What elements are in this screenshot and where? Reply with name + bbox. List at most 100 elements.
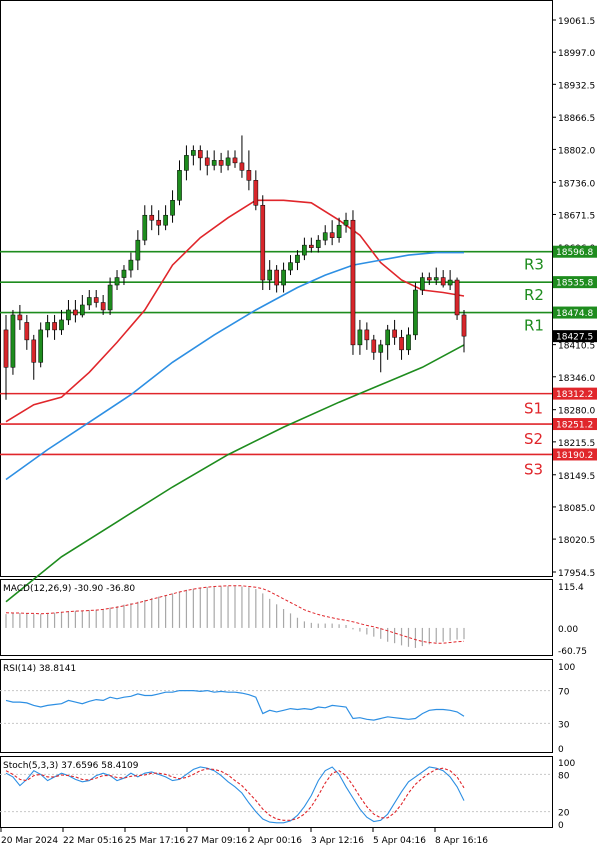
rsi-label: RSI(14) 38.8141 (3, 664, 76, 674)
candle-up (114, 277, 120, 286)
candle-up (225, 157, 231, 166)
rsi-panel (0, 659, 553, 753)
level-name-s1: S1 (524, 400, 543, 418)
candle-down (93, 297, 99, 303)
candle-up (66, 309, 71, 321)
time-tick-label: 27 Mar 09:16 (187, 836, 247, 846)
candle-down (364, 329, 370, 341)
candle-up (128, 259, 134, 271)
macd-signal-line (5, 585, 465, 644)
level-name-r1: R1 (524, 317, 544, 335)
price-tick-label: 17954.5 (558, 569, 595, 579)
stoch-tick-label: 100 (558, 759, 575, 769)
candle-down (52, 322, 57, 331)
price-tick-label: 18671.5 (558, 211, 595, 221)
series-line-ma-blue (5, 251, 464, 481)
rsi-tick-label: 0 (558, 745, 564, 755)
time-tick-label: 2 Apr 00:16 (249, 836, 302, 846)
price-tick-label: 18802.0 (558, 146, 595, 156)
stoch-label: Stoch(5,3,3) 37.6596 58.4109 (3, 761, 139, 771)
candle-up (107, 284, 113, 311)
candle-down (204, 157, 210, 166)
stoch-tick-label: 80 (558, 771, 570, 781)
candle-down (371, 339, 377, 353)
candle-up (378, 344, 384, 353)
current-price-label: 18427.5 (556, 333, 593, 343)
candle-up (302, 244, 307, 256)
candle-up (59, 319, 64, 331)
price-plot: R3 R2 R1 S1 S2 S3 (0, 135, 552, 603)
candle-up (86, 297, 92, 306)
time-tick-label: 5 Apr 04:16 (373, 836, 426, 846)
current-price-box (553, 330, 597, 343)
level-name-s3: S3 (524, 460, 543, 478)
stoch-plot: Stoch(5,3,3) 37.6596 58.4109 100 80 20 0 (0, 759, 575, 831)
time-tick-label: 8 Apr 16:16 (435, 836, 488, 846)
candle-up (191, 150, 196, 156)
stoch-tick-label: 20 (558, 809, 570, 819)
candle-down (426, 277, 432, 281)
candle-up (322, 232, 328, 241)
candle-down (399, 337, 404, 351)
candle-up (288, 262, 293, 271)
price-panel (0, 0, 553, 577)
stoch-tick-label: 0 (558, 821, 564, 831)
candle-down (218, 160, 224, 166)
level-price-label: 18251.2 (556, 421, 593, 431)
candle-down (440, 277, 446, 286)
candle-up (10, 314, 16, 368)
level-name-s2: S2 (524, 430, 543, 448)
candle-up (267, 269, 273, 281)
candle-down (149, 214, 155, 221)
candle-up (38, 329, 44, 363)
time-tick-label: 3 Apr 12:16 (311, 836, 364, 846)
level-name-r3: R3 (524, 256, 544, 274)
price-tick-label: 18215.5 (558, 439, 595, 449)
candle-up (406, 334, 411, 351)
rsi-tick-label: 70 (558, 688, 570, 698)
candle-up (295, 254, 300, 263)
candle-down (309, 244, 314, 248)
level-price-box (553, 448, 597, 461)
candle-down (100, 302, 106, 311)
price-tick-label: 18932.5 (558, 81, 595, 91)
time-tick-label: 25 Mar 17:16 (125, 836, 185, 846)
level-price-label: 18474.8 (556, 309, 593, 319)
price-tick-label: 18997.0 (558, 49, 595, 59)
macd-plot: MACD(12,26,9) -30.90 -36.80 115.4 0.00 -60.… (3, 583, 587, 657)
candle-up (447, 279, 453, 286)
candle-up (80, 304, 85, 316)
candle-down (239, 162, 245, 171)
candle-up (45, 322, 50, 331)
candle-up (336, 224, 342, 238)
panel-frames (0, 0, 553, 828)
rsi-plot: RSI(14) 38.8141 100 70 30 0 (0, 663, 575, 755)
candle-up (184, 155, 189, 171)
candle-down (461, 314, 467, 337)
level-price-box (553, 418, 597, 431)
level-name-r2: R2 (524, 286, 544, 304)
price-tick-label: 18866.5 (558, 114, 595, 124)
level-price-box (553, 276, 597, 289)
macd-tick-label: 0.00 (558, 625, 578, 635)
candle-up (163, 214, 168, 226)
candle-down (329, 232, 335, 238)
candle-down (3, 329, 9, 368)
level-price-box (553, 387, 597, 400)
macd-tick-label: 115.4 (558, 583, 584, 593)
time-tick-label: 20 Mar 2024 (1, 836, 58, 846)
candle-down (31, 339, 37, 363)
candle-down (156, 219, 161, 226)
price-axis: 19061.5 18997.0 18932.5 18866.5 18802.0 18736… (552, 17, 597, 579)
candle-down (274, 269, 279, 286)
rsi-line (5, 689, 465, 721)
stoch-main-line (5, 766, 465, 824)
price-tick-label: 18085.0 (558, 504, 595, 514)
price-tick-label: 18280.0 (558, 407, 595, 417)
price-tick-label: 18410.5 (558, 342, 595, 352)
level-price-label: 18596.8 (556, 248, 593, 258)
candle-down (246, 170, 252, 181)
candle-up (343, 219, 349, 226)
stoch-panel (0, 756, 553, 828)
